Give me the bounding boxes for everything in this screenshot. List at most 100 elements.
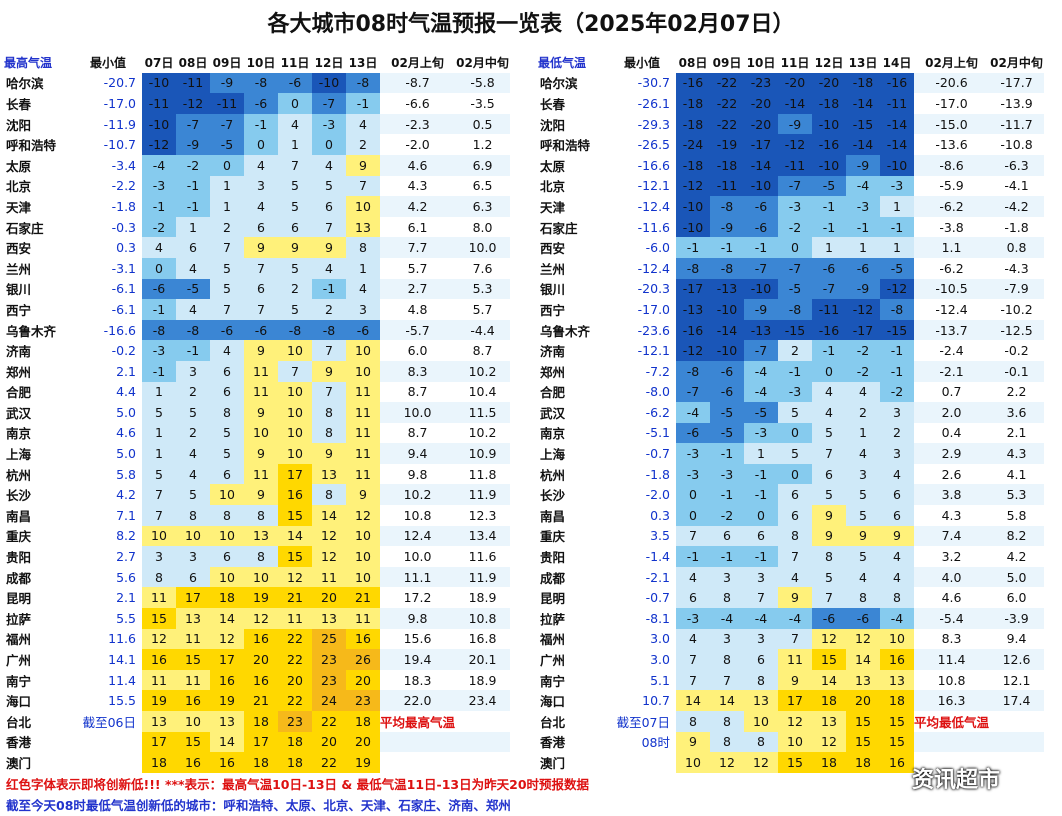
table-row: 拉萨 5.5 15 13 14 12 11 13 11 9.8 10.8 bbox=[4, 608, 511, 629]
temp-cell: 7 bbox=[676, 649, 710, 670]
min-value: -8.0 bbox=[645, 384, 670, 400]
temp-cell: -3 bbox=[880, 175, 914, 197]
temp-cell: 18 bbox=[846, 752, 880, 773]
temp-cell: 7 bbox=[812, 443, 846, 464]
temp-cell: -3 bbox=[676, 608, 710, 629]
avg-cell: 6.5 bbox=[455, 175, 511, 197]
temp-cell: 5 bbox=[142, 463, 176, 485]
temp-cell: -18 bbox=[676, 93, 710, 114]
temp-cell: 11 bbox=[176, 669, 210, 691]
temp-cell: 9 bbox=[312, 360, 346, 382]
table-row: 济南 -0.2 -3 -1 4 9 10 7 10 6.0 8.7 bbox=[4, 340, 511, 361]
avg-cell: 17.2 bbox=[380, 587, 456, 609]
city-name: 呼和浩特 bbox=[540, 138, 591, 154]
city-name: 武汉 bbox=[6, 405, 32, 421]
temp-cell: -2 bbox=[846, 360, 880, 382]
table-row: 西安 -6.0 -1 -1 -1 0 1 1 1 1.1 0.8 bbox=[538, 237, 1045, 258]
temp-cell: -1 bbox=[710, 443, 744, 464]
temp-cell: 10 bbox=[176, 525, 210, 547]
temp-cell: 13 bbox=[176, 608, 210, 629]
temp-cell: -4 bbox=[676, 402, 710, 423]
avg-cell: 12.4 bbox=[380, 525, 456, 547]
temp-cell: -20 bbox=[812, 72, 846, 94]
city-name: 昆明 bbox=[6, 591, 32, 607]
city-name: 长沙 bbox=[540, 488, 566, 504]
temp-cell: 6 bbox=[710, 525, 744, 547]
avg-cell bbox=[914, 752, 990, 773]
temp-cell: 17 bbox=[142, 731, 176, 753]
temp-cell: 1 bbox=[880, 237, 914, 258]
avg-cell: 23.4 bbox=[455, 690, 511, 711]
min-value: -23.6 bbox=[637, 322, 670, 338]
avg-cell: 3.8 bbox=[914, 484, 990, 506]
city-name: 北京 bbox=[6, 179, 32, 195]
temp-cell: 4 bbox=[176, 463, 210, 485]
avg-cell: -8.6 bbox=[914, 154, 990, 176]
temp-cell: 5 bbox=[176, 484, 210, 506]
temp-cell: 9 bbox=[244, 237, 278, 258]
day-header: 12日 bbox=[814, 55, 844, 70]
temp-cell: 6 bbox=[880, 505, 914, 526]
temp-cell: 12 bbox=[312, 546, 346, 567]
temp-cell: 8 bbox=[710, 731, 744, 753]
avg-cell: -1.8 bbox=[989, 216, 1045, 238]
min-value: 截至07日 bbox=[616, 714, 670, 730]
avg-cell: 8.2 bbox=[989, 525, 1045, 547]
temp-cell: 7 bbox=[312, 381, 346, 403]
temp-cell: 7 bbox=[812, 587, 846, 609]
temp-cell: 4 bbox=[676, 566, 710, 588]
avg-header: 02月中旬 bbox=[456, 55, 509, 70]
temp-cell: 12 bbox=[210, 628, 244, 650]
temp-cell: 5 bbox=[778, 443, 812, 464]
temp-cell: -1 bbox=[710, 237, 744, 258]
city-name: 银川 bbox=[6, 282, 32, 298]
day-header: 13日 bbox=[848, 55, 878, 70]
temp-cell: -22 bbox=[710, 113, 744, 135]
avg-cell: 17.4 bbox=[989, 690, 1045, 711]
table-row: 石家庄 -0.3 -2 1 2 6 6 7 13 6.1 8.0 bbox=[4, 216, 511, 238]
temp-cell: 9 bbox=[812, 525, 846, 547]
temp-cell: 2 bbox=[312, 299, 346, 320]
min-value: 5.1 bbox=[650, 672, 670, 688]
temp-cell: 14 bbox=[846, 649, 880, 670]
temp-cell: 7 bbox=[244, 257, 278, 279]
temp-cell: -8 bbox=[778, 299, 812, 320]
temp-cell: -1 bbox=[812, 196, 846, 217]
temp-cell: -12 bbox=[846, 299, 880, 320]
day-header: 13日 bbox=[348, 55, 378, 70]
avg-cell: -5.8 bbox=[455, 72, 511, 94]
temp-cell: -14 bbox=[744, 154, 778, 176]
min-value: 14.1 bbox=[108, 652, 136, 668]
temp-cell: 5 bbox=[278, 257, 312, 279]
temp-cell: 1 bbox=[142, 381, 176, 403]
temp-cell: 8 bbox=[710, 587, 744, 609]
min-value bbox=[608, 752, 676, 773]
min-value: 8.2 bbox=[116, 528, 136, 544]
temp-cell: -1 bbox=[880, 360, 914, 382]
temp-cell: -3 bbox=[710, 463, 744, 485]
temp-cell: 10 bbox=[278, 402, 312, 423]
avg-cell: 5.3 bbox=[989, 484, 1045, 506]
temp-cell: 5 bbox=[210, 257, 244, 279]
city-name: 石家庄 bbox=[6, 220, 44, 236]
temp-cell: -16 bbox=[812, 134, 846, 155]
temp-cell: 4 bbox=[142, 237, 176, 258]
avg-cell: 8.3 bbox=[914, 628, 990, 650]
avg-cell: -2.4 bbox=[914, 340, 990, 361]
temp-cell: 5 bbox=[142, 402, 176, 423]
min-value: -0.2 bbox=[111, 343, 136, 359]
temp-cell: 1 bbox=[210, 175, 244, 197]
temp-cell: 9 bbox=[846, 525, 880, 547]
temp-cell: 3 bbox=[346, 299, 380, 320]
city-name: 石家庄 bbox=[540, 220, 578, 236]
temp-cell: 0 bbox=[744, 505, 778, 526]
city-name: 广州 bbox=[6, 653, 32, 669]
temp-cell: 4 bbox=[846, 443, 880, 464]
temp-cell: 1 bbox=[812, 237, 846, 258]
table-row: 呼和浩特 -10.7 -12 -9 -5 0 1 0 2 -2.0 1.2 bbox=[4, 134, 511, 155]
temp-cell: -3 bbox=[846, 196, 880, 217]
avg-cell: 10.2 bbox=[455, 422, 511, 444]
avg-cell: 6.1 bbox=[380, 216, 456, 238]
temp-cell: 14 bbox=[676, 690, 710, 711]
temp-cell: 11 bbox=[312, 566, 346, 588]
